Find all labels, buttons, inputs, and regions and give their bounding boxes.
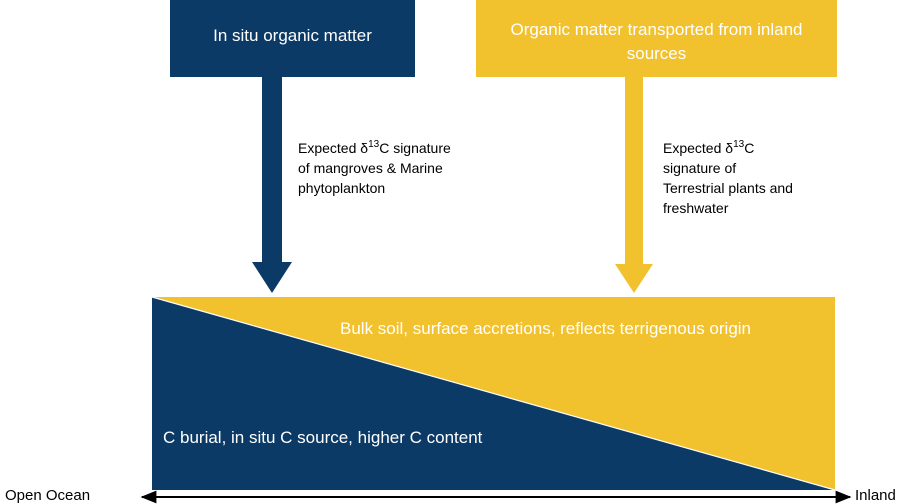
- down-arrow: [615, 77, 653, 293]
- signature-line: phytoplankton: [298, 180, 385, 196]
- axis-right: Inland: [855, 487, 896, 504]
- in-situ-box: [170, 0, 415, 77]
- text-part: Expected δ: [298, 140, 368, 156]
- box-title: In situ organic matter: [213, 26, 372, 45]
- signature-line: signature of: [663, 160, 736, 176]
- signature-line: Expected δ13C signature: [298, 139, 451, 156]
- diagonal: [151, 296, 836, 491]
- inland-box: [476, 0, 837, 77]
- box-title: sources: [627, 44, 687, 63]
- superscript: 13: [368, 139, 380, 150]
- signature-line: Terrestrial plants and: [663, 180, 793, 196]
- signature-line: Expected δ13C: [663, 139, 754, 156]
- upper-label: Bulk soil, surface accretions, reflects …: [340, 319, 751, 338]
- text-part: C: [744, 140, 754, 156]
- superscript: 13: [733, 139, 745, 150]
- axis-left: Open Ocean: [5, 487, 90, 504]
- signature-note: Expected δ13C signature of mangroves & Ma…: [298, 139, 451, 196]
- text-part: C signature: [379, 140, 451, 156]
- signature-line: freshwater: [663, 200, 729, 216]
- box-title: Organic matter transported from inland: [511, 20, 803, 39]
- down-arrow: [252, 77, 292, 293]
- lower-label: C burial, in situ C source, higher C con…: [163, 428, 483, 447]
- text-part: Expected δ: [663, 140, 733, 156]
- signature-line: of mangroves & Marine: [298, 160, 443, 176]
